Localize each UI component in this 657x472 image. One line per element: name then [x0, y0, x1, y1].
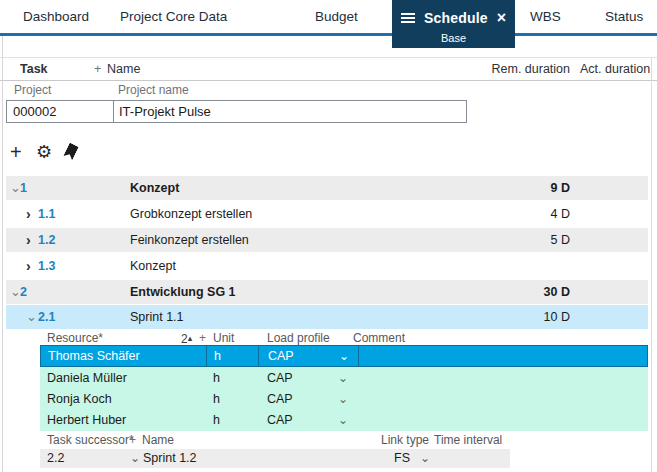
task-number[interactable]: 2.1 — [38, 305, 55, 329]
tab-project-core-data[interactable]: Project Core Data — [120, 0, 227, 33]
resource-row[interactable]: Daniela Müller h CAP ⌄ — [40, 367, 648, 388]
task-rem-duration: 4 D — [470, 202, 570, 226]
successor-row[interactable]: 2.2 ⌄ Sprint 1.2 FS ⌄ — [40, 449, 510, 468]
chevron-down-icon[interactable]: ⌄ — [130, 449, 140, 468]
chevron-right-icon[interactable]: › — [26, 202, 31, 226]
resource-name-cell[interactable]: Daniela Müller — [47, 371, 127, 385]
project-id-label: Project — [14, 84, 51, 96]
task-rem-duration: 10 D — [470, 305, 570, 329]
sort-ascending-icon[interactable]: 2▴ — [181, 331, 192, 345]
project-input-box — [6, 100, 467, 123]
project-name-field[interactable] — [113, 101, 467, 122]
task-row-2-1-selected[interactable]: ⌄ 2.1 Sprint 1.1 10 D — [6, 305, 648, 329]
add-successor-column-icon[interactable]: + — [129, 433, 136, 447]
task-row-1-2[interactable]: › 1.2 Feinkonzept erstellen 5 D — [6, 228, 648, 252]
column-header-task[interactable]: Task — [20, 61, 48, 77]
schedule-page: Dashboard Project Core Data Budget WBS S… — [0, 0, 657, 472]
task-rem-duration: 9 D — [470, 176, 570, 200]
column-header-unit[interactable]: Unit — [213, 331, 234, 345]
chevron-down-icon[interactable]: ⌄ — [26, 305, 37, 329]
resource-load-profile-select[interactable]: CAP — [267, 371, 293, 385]
chevron-down-icon[interactable]: ⌄ — [420, 449, 430, 468]
successor-name-cell[interactable]: Sprint 1.2 — [143, 449, 197, 468]
task-number[interactable]: 1 — [20, 176, 27, 200]
chevron-down-icon[interactable]: ⌄ — [338, 371, 348, 385]
task-number[interactable]: 1.3 — [38, 254, 55, 278]
task-name[interactable]: Grobkonzept erstellen — [130, 202, 252, 226]
task-name[interactable]: Entwicklung SG 1 — [130, 280, 236, 304]
tab-dashboard[interactable]: Dashboard — [23, 0, 89, 33]
project-name-label: Project name — [118, 84, 189, 96]
tab-wbs[interactable]: WBS — [530, 0, 561, 33]
add-column-icon[interactable]: + — [94, 61, 101, 77]
task-number[interactable]: 2 — [20, 280, 27, 304]
task-row-1-1[interactable]: › 1.1 Grobkonzept erstellen 4 D — [6, 202, 648, 226]
resource-row[interactable]: Herbert Huber h CAP ⌄ — [40, 410, 648, 431]
chevron-right-icon[interactable]: › — [26, 254, 31, 278]
tab-budget[interactable]: Budget — [315, 0, 358, 33]
chevron-down-icon[interactable]: ⌄ — [338, 413, 348, 427]
resource-unit-cell[interactable]: h — [213, 413, 220, 427]
task-row-1[interactable]: ⌄ 1 Konzept 9 D — [6, 176, 648, 200]
tab-schedule-sublabel: Base — [392, 32, 515, 44]
header-top-divider — [0, 57, 657, 58]
sort-order-badge: 2 — [181, 332, 188, 346]
column-header-link-type[interactable]: Link type — [381, 433, 429, 447]
resource-unit-cell[interactable]: h — [213, 371, 220, 385]
column-header-name[interactable]: Name — [107, 61, 140, 77]
header-bottom-divider — [0, 80, 657, 81]
column-header-comment[interactable]: Comment — [353, 331, 405, 345]
close-icon[interactable]: × — [497, 10, 506, 26]
resource-row-selected[interactable]: Thomas Schäfer h CAP ⌄ — [40, 345, 648, 367]
cell-divider — [258, 346, 259, 366]
resource-row[interactable]: Ronja Koch h CAP ⌄ — [40, 388, 648, 409]
column-header-successor-name[interactable]: Name — [142, 433, 174, 447]
chevron-down-icon[interactable]: ⌄ — [339, 346, 349, 366]
add-task-button[interactable]: + — [10, 141, 22, 163]
resource-name-cell[interactable]: Herbert Huber — [47, 413, 126, 427]
panel-left-border — [2, 36, 3, 472]
resource-load-profile-select[interactable]: CAP — [267, 413, 293, 427]
add-resource-column-icon[interactable]: + — [199, 331, 206, 345]
column-header-act-duration[interactable]: Act. duration — [580, 61, 650, 77]
column-header-load-profile[interactable]: Load profile — [267, 331, 330, 345]
tab-schedule-label: Schedule — [424, 10, 488, 26]
column-header-time-interval[interactable]: Time interval — [434, 433, 502, 447]
resource-unit-cell[interactable]: h — [213, 392, 220, 406]
tab-schedule[interactable]: Schedule × Base — [392, 0, 515, 48]
resource-load-profile-select[interactable]: CAP — [267, 392, 293, 406]
project-id-field[interactable] — [7, 101, 111, 122]
resource-name-cell[interactable]: Ronja Koch — [47, 392, 112, 406]
cell-divider — [206, 346, 207, 366]
task-row-2[interactable]: ⌄ 2 Entwicklung SG 1 30 D — [6, 280, 648, 304]
task-name[interactable]: Konzept — [130, 254, 176, 278]
chevron-right-icon[interactable]: › — [26, 228, 31, 252]
task-name[interactable]: Feinkonzept erstellen — [130, 228, 249, 252]
cell-divider — [358, 346, 359, 366]
column-header-resource[interactable]: Resource* — [47, 331, 103, 345]
task-rem-duration: 30 D — [470, 280, 570, 304]
resource-unit-cell[interactable]: h — [214, 346, 221, 366]
panel-right-border — [651, 57, 652, 472]
successor-id-select[interactable]: 2.2 — [47, 449, 64, 468]
task-number[interactable]: 1.2 — [38, 228, 55, 252]
tab-accent-line — [0, 33, 657, 36]
task-number[interactable]: 1.1 — [38, 202, 55, 226]
resource-load-profile-select[interactable]: CAP — [268, 346, 294, 366]
flag-icon[interactable] — [63, 143, 79, 161]
sort-arrow-icon: ▴ — [188, 333, 193, 343]
column-header-rem-duration[interactable]: Rem. duration — [462, 61, 570, 77]
resource-group: Daniela Müller h CAP ⌄ Ronja Koch h CAP … — [40, 367, 648, 431]
tab-status[interactable]: Status — [605, 0, 643, 33]
menu-icon[interactable] — [401, 13, 415, 23]
task-row-1-3[interactable]: › 1.3 Konzept — [6, 254, 648, 278]
task-name[interactable]: Sprint 1.1 — [130, 305, 184, 329]
column-header-task-successor[interactable]: Task successor* — [47, 433, 134, 447]
task-name[interactable]: Konzept — [130, 176, 179, 200]
chevron-down-icon[interactable]: ⌄ — [338, 392, 348, 406]
gear-icon[interactable]: ⚙ — [36, 141, 52, 163]
task-rem-duration: 5 D — [470, 228, 570, 252]
successor-link-type-select[interactable]: FS — [394, 449, 410, 468]
resource-name-cell[interactable]: Thomas Schäfer — [48, 346, 140, 366]
